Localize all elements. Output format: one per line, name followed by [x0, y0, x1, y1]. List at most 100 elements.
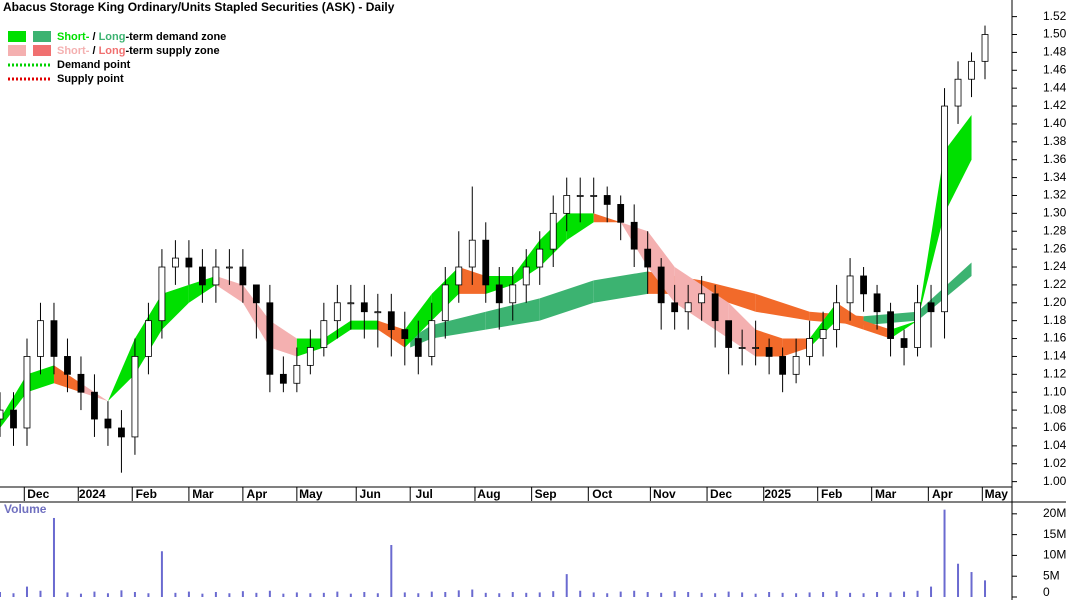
- volume-bar: [255, 592, 258, 597]
- candle-body: [306, 347, 314, 366]
- volume-bar: [174, 592, 177, 597]
- x-tick-label: Apr: [932, 487, 953, 501]
- candle-body: [212, 266, 220, 286]
- volume-bar: [52, 517, 55, 597]
- candle-body: [927, 302, 935, 313]
- volume-bar: [187, 591, 190, 597]
- candle-body: [185, 257, 193, 268]
- legend-part: /: [89, 45, 98, 57]
- y-tick-label: 1.06: [1043, 420, 1066, 434]
- candle-body: [590, 195, 598, 197]
- volume-bar: [147, 593, 150, 597]
- legend-swatch: [8, 45, 26, 56]
- candle-body: [860, 275, 867, 295]
- candle-body: [374, 311, 382, 314]
- chart-title: Abacus Storage King Ordinary/Units Stapl…: [3, 0, 395, 14]
- volume-bar: [552, 591, 555, 597]
- y-tick-label: 1.50: [1043, 27, 1066, 41]
- candle-body: [266, 302, 274, 375]
- candle-body: [10, 409, 17, 429]
- volume-bar: [430, 591, 433, 597]
- candle-body: [495, 284, 503, 304]
- candle-body: [779, 356, 787, 375]
- x-tick-label: Dec: [27, 487, 49, 501]
- x-tick-label: Aug: [477, 487, 500, 501]
- legend-swatch: [33, 45, 51, 56]
- candle-body: [0, 409, 4, 420]
- candle-body: [968, 60, 975, 80]
- volume-bar: [403, 592, 406, 597]
- legend-label: Demand point: [57, 59, 131, 71]
- candle-body: [509, 284, 517, 304]
- volume-bar: [160, 551, 163, 597]
- legend-label: Short- / Long-term supply zone: [57, 45, 220, 57]
- volume-bar: [268, 590, 271, 597]
- volume-tick-label: 20M: [1043, 506, 1066, 520]
- legend-part: Short-: [57, 31, 90, 43]
- candle-body: [644, 248, 652, 268]
- long-term-zone: [431, 311, 486, 339]
- short-term-zone: [566, 213, 594, 241]
- volume-bar: [565, 574, 568, 597]
- candle-body: [630, 221, 638, 250]
- x-tick-label: May: [985, 487, 1009, 501]
- volume-bar: [444, 592, 447, 597]
- volume-bar: [727, 591, 730, 597]
- x-tick-label: Mar: [192, 487, 214, 501]
- volume-bar: [120, 590, 123, 597]
- volume-bar: [862, 593, 865, 597]
- y-tick-label: 1.34: [1043, 170, 1066, 184]
- candle-body: [752, 347, 760, 349]
- volume-bar: [336, 591, 339, 597]
- volume-bar: [943, 509, 946, 597]
- volume-bar: [741, 592, 744, 597]
- x-tick-label: Feb: [821, 487, 842, 501]
- volume-bar: [214, 592, 217, 597]
- y-tick-label: 1.48: [1043, 45, 1066, 59]
- long-term-zone: [593, 271, 648, 303]
- volume-bar: [700, 592, 703, 597]
- short-term-zone: [161, 284, 189, 330]
- volume-bar: [970, 572, 973, 597]
- candle-body: [91, 391, 98, 420]
- candle-body: [225, 266, 233, 269]
- y-tick-label: 1.20: [1043, 295, 1066, 309]
- candle-body: [900, 338, 908, 348]
- candle-body: [145, 320, 152, 357]
- x-tick-label: Apr: [247, 487, 268, 501]
- volume-bar: [592, 592, 595, 597]
- volume-bar: [673, 591, 676, 597]
- long-term-zone: [755, 293, 810, 321]
- y-tick-label: 1.18: [1043, 313, 1066, 327]
- legend-label: Supply point: [57, 73, 124, 85]
- candle-body: [441, 284, 449, 322]
- long-term-zone: [539, 280, 594, 321]
- volume-bar: [322, 592, 325, 597]
- x-tick-label: 2024: [79, 487, 106, 501]
- volume-bar: [579, 590, 582, 597]
- y-tick-label: 1.02: [1043, 456, 1066, 470]
- volume-bar: [228, 593, 231, 597]
- volume-bar: [484, 592, 487, 597]
- volume-bar: [457, 590, 460, 597]
- volume-bar: [376, 593, 379, 597]
- short-term-zone: [917, 150, 945, 321]
- x-tick-label: Mar: [875, 487, 897, 501]
- candle-body: [428, 320, 436, 357]
- y-tick-label: 1.44: [1043, 80, 1066, 94]
- volume-bar: [930, 586, 933, 597]
- legend-part: -term supply zone: [125, 45, 219, 57]
- candle-body: [711, 293, 719, 322]
- volume-bar: [471, 589, 474, 597]
- volume-label: Volume: [4, 502, 47, 516]
- legend-swatch: [8, 31, 26, 42]
- candle-body: [347, 302, 355, 305]
- candle-body: [549, 212, 557, 250]
- candle-body: [981, 34, 989, 62]
- volume-bar: [984, 580, 987, 597]
- candle-body: [819, 329, 827, 339]
- volume-bar: [201, 593, 204, 597]
- candle-body: [239, 266, 247, 286]
- x-tick-label: Sep: [535, 487, 557, 501]
